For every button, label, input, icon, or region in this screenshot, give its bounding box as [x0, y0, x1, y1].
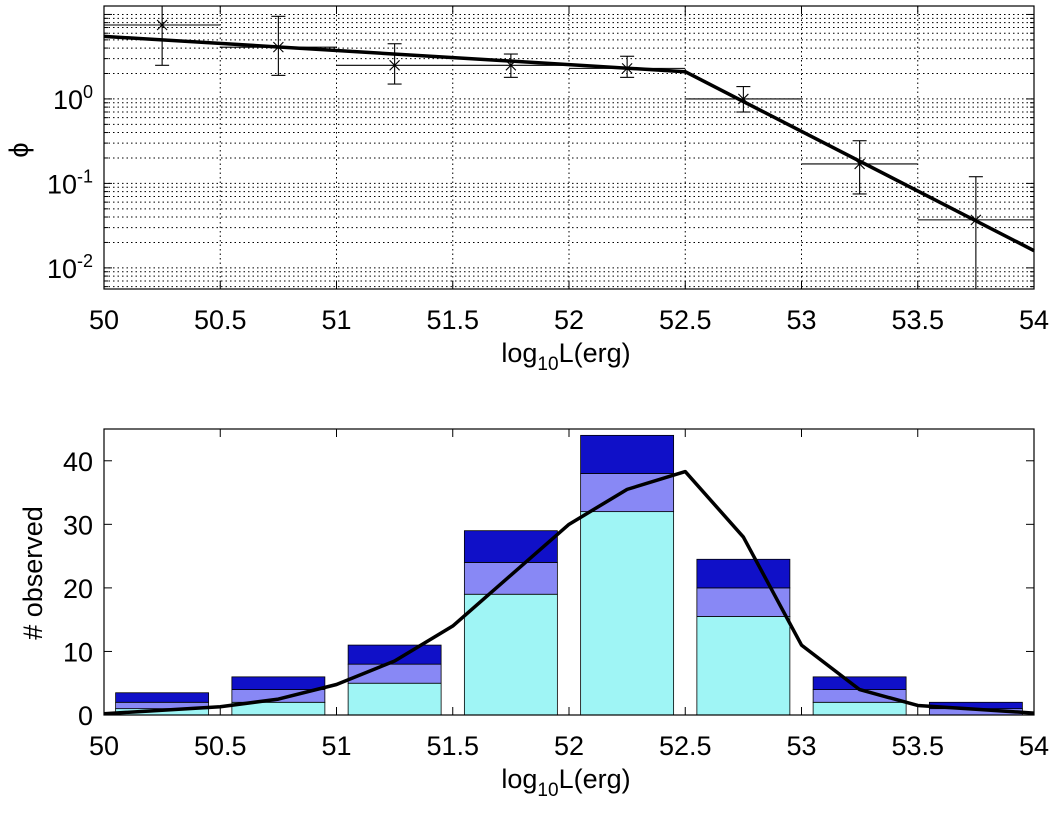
x-axis-label: log10L(erg) [501, 764, 630, 801]
y-tick-label: 0 [78, 701, 93, 731]
data-point-marker [854, 158, 866, 170]
x-tick-label: 54 [1019, 305, 1049, 335]
x-tick-label: 50.5 [194, 305, 247, 335]
x-tick-label: 50 [89, 305, 119, 335]
x-tick-label: 52.5 [659, 731, 712, 761]
x-axis-label: log10L(erg) [501, 338, 630, 375]
y-tick-label: 10 [63, 637, 93, 667]
x-tick-label: 50.5 [194, 731, 247, 761]
histogram-bar-layer-1 [696, 616, 791, 716]
x-tick-label: 51.5 [426, 305, 479, 335]
model-line [103, 34, 1035, 253]
x-tick-label: 52 [554, 731, 584, 761]
histogram-bar-layer-1 [812, 701, 907, 716]
histogram-bar-layer-2 [812, 689, 907, 703]
y-axis-label: # observed [18, 506, 48, 640]
observed-histogram-chart: 50 50.5 51 51.5 52 52.5 53 53.5 54 0 10 20 30 40 # obs… [18, 428, 1049, 801]
y-tick-label: 40 [63, 447, 93, 477]
x-tick-label: 50 [89, 731, 119, 761]
histogram-bar-layer-3 [580, 434, 675, 474]
histogram-bar-layer-1 [347, 682, 442, 716]
histogram-bar-layer-1 [580, 511, 675, 716]
histogram-bar-layer-1 [463, 593, 558, 716]
y-tick-label: 20 [63, 574, 93, 604]
data-point-marker [156, 19, 168, 31]
x-tick-label: 52.5 [659, 305, 712, 335]
x-tick-label: 54 [1019, 731, 1049, 761]
y-axis-label: ϕ [4, 142, 34, 157]
y-tick-label: 10-2 [47, 251, 93, 284]
data-point-marker [389, 59, 401, 71]
x-tick-label: 51 [321, 731, 351, 761]
x-tick-label: 53 [786, 305, 816, 335]
axes-frame [103, 428, 1035, 716]
histogram-bar-layer-3 [347, 644, 442, 665]
x-tick-label: 53.5 [891, 305, 944, 335]
histogram-bar-layer-2 [463, 562, 558, 595]
x-tick-label: 51 [321, 305, 351, 335]
histogram-bar-layer-3 [696, 558, 791, 589]
x-tick-label: 53 [786, 731, 816, 761]
y-tick-label: 100 [53, 82, 93, 115]
model-curve [103, 469, 1035, 716]
y-tick-label: 10-1 [47, 166, 93, 199]
histogram-bar-layer-2 [696, 587, 791, 617]
x-tick-label: 52 [554, 305, 584, 335]
histogram-bar-layer-3 [115, 692, 210, 703]
luminosity-function-chart: 50 50.5 51 51.5 52 52.5 53 53.5 54 10-2 10-1 100 ϕ lo… [4, 5, 1049, 375]
histogram-bar-layer-3 [231, 676, 326, 690]
x-tick-label: 51.5 [426, 731, 479, 761]
x-tick-label: 53.5 [891, 731, 944, 761]
data-point-marker [737, 93, 749, 105]
y-tick-label: 30 [63, 510, 93, 540]
